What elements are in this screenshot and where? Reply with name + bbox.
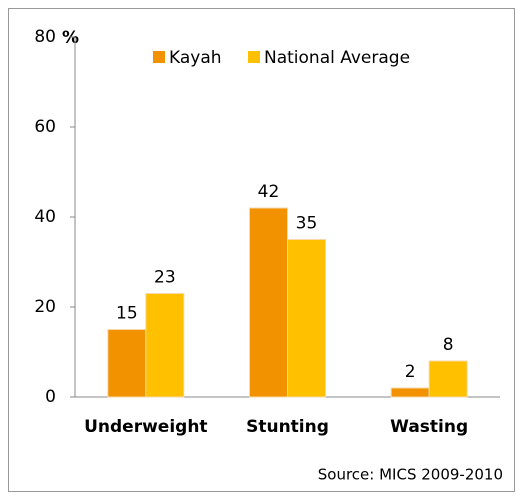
value-label: 23 (154, 268, 176, 288)
legend-label: Kayah (169, 48, 222, 68)
x-tick-label: Stunting (246, 417, 329, 437)
bar (145, 293, 185, 398)
source-note: Source: MICS 2009-2010 (318, 466, 503, 484)
value-label: 35 (296, 214, 318, 234)
value-label: 15 (116, 304, 138, 324)
y-tick-label: 60 (34, 117, 56, 137)
y-tick-label: 40 (34, 207, 56, 227)
bar (107, 329, 147, 398)
y-tick-label: 80 (34, 27, 56, 47)
bar (287, 239, 326, 398)
legend-label: National Average (264, 48, 410, 68)
y-axis-label: % (62, 28, 79, 48)
bar (428, 360, 468, 398)
y-tick-label: 20 (34, 297, 56, 317)
value-label: 2 (405, 362, 416, 382)
x-tick-label: Wasting (390, 417, 468, 437)
legend-swatch (248, 51, 260, 63)
x-tick-label: Underweight (84, 417, 207, 437)
value-label: 8 (443, 335, 454, 355)
bar (390, 387, 430, 398)
y-tick-label: 0 (45, 387, 56, 407)
bar (249, 207, 288, 398)
legend-swatch (153, 51, 165, 63)
value-label: 42 (258, 182, 280, 202)
